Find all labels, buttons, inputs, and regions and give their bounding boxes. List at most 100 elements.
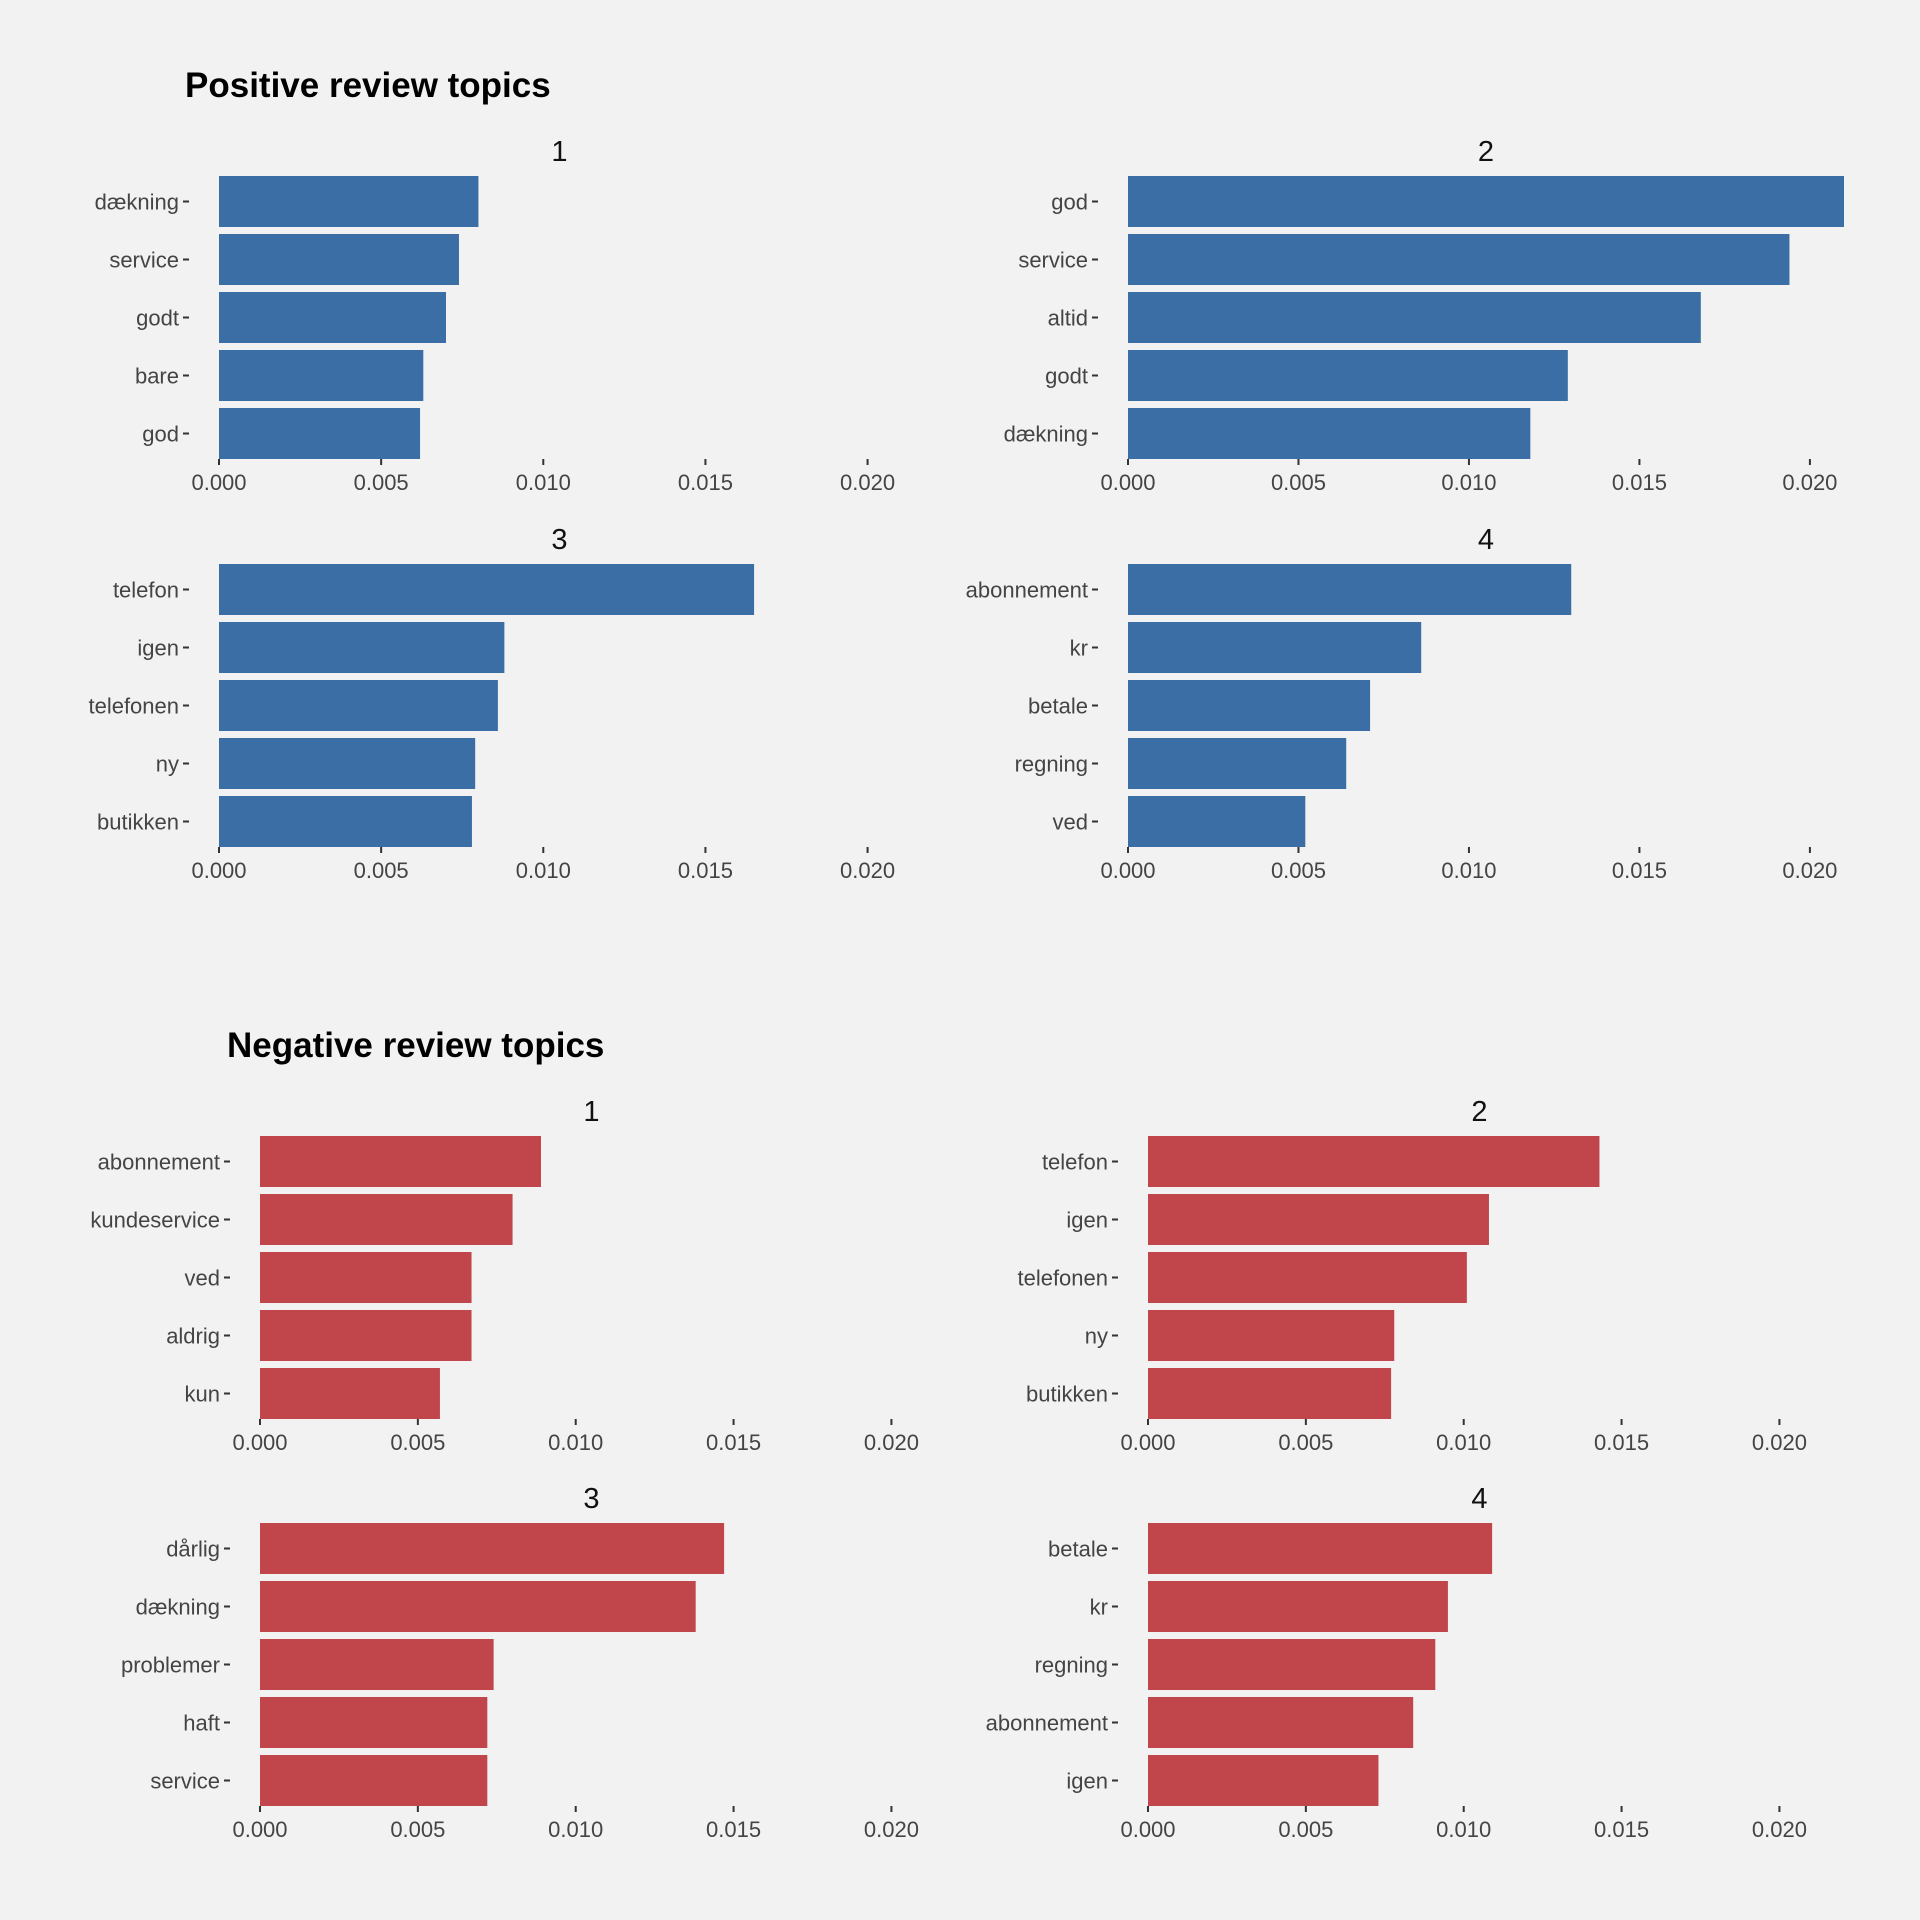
category-label: telefon bbox=[1042, 1150, 1108, 1175]
bar-dårlig bbox=[260, 1523, 725, 1574]
category-label: god bbox=[1051, 190, 1088, 215]
bar-haft bbox=[260, 1697, 488, 1748]
x-tick-label: 0.020 bbox=[1752, 1817, 1807, 1842]
x-tick-label: 0.010 bbox=[1436, 1817, 1491, 1842]
category-label: regning bbox=[1015, 752, 1088, 777]
category-label: haft bbox=[183, 1711, 220, 1736]
panel-negative-3: 3 dårlig dækning problemer haft service 0.000 0… bbox=[121, 1483, 919, 1842]
x-tick-label: 0.020 bbox=[1782, 858, 1837, 883]
x-tick-label: 0.015 bbox=[1594, 1430, 1649, 1455]
panel-negative-2: 2 telefon igen telefonen ny butikken 0.000 0.00… bbox=[1017, 1096, 1807, 1455]
bar-altid bbox=[1128, 292, 1701, 343]
bar-betale bbox=[1148, 1523, 1493, 1574]
bar-abonnement bbox=[1148, 1697, 1414, 1748]
bar-regning bbox=[1148, 1639, 1436, 1690]
x-tick-label: 0.020 bbox=[1782, 470, 1837, 495]
category-label: abonnement bbox=[986, 1711, 1108, 1736]
bar-ved bbox=[260, 1252, 472, 1303]
bar-dækning bbox=[219, 176, 479, 227]
x-tick-label: 0.020 bbox=[840, 470, 895, 495]
bar-dækning bbox=[1128, 408, 1531, 459]
x-tick-label: 0.005 bbox=[354, 470, 409, 495]
category-label: dækning bbox=[1004, 422, 1088, 447]
x-tick-label: 0.015 bbox=[706, 1817, 761, 1842]
category-label: kr bbox=[1090, 1595, 1108, 1620]
bar-godt bbox=[1128, 350, 1568, 401]
category-label: regning bbox=[1035, 1653, 1108, 1678]
bar-dækning bbox=[260, 1581, 696, 1632]
bar-aldrig bbox=[260, 1310, 472, 1361]
category-label: kun bbox=[185, 1382, 220, 1407]
bar-betale bbox=[1128, 680, 1371, 731]
panel-title: 1 bbox=[583, 1096, 599, 1128]
bar-igen bbox=[219, 622, 505, 673]
category-label: godt bbox=[136, 306, 179, 331]
category-label: ved bbox=[1053, 810, 1088, 835]
bar-bare bbox=[219, 350, 424, 401]
category-label: dårlig bbox=[166, 1537, 220, 1562]
x-tick-label: 0.020 bbox=[1752, 1430, 1807, 1455]
positive-group-title: Positive review topics bbox=[185, 66, 551, 105]
bar-kr bbox=[1128, 622, 1422, 673]
category-label: betale bbox=[1048, 1537, 1108, 1562]
bar-telefonen bbox=[1148, 1252, 1467, 1303]
bar-kr bbox=[1148, 1581, 1448, 1632]
bar-god bbox=[219, 408, 421, 459]
bar-telefonen bbox=[219, 680, 498, 731]
category-label: igen bbox=[1066, 1769, 1108, 1794]
category-label: butikken bbox=[97, 810, 179, 835]
x-tick-label: 0.000 bbox=[1120, 1817, 1175, 1842]
category-label: service bbox=[109, 248, 179, 273]
x-tick-label: 0.000 bbox=[1100, 858, 1155, 883]
panel-positive-4: 4 abonnement kr betale regning ved 0.000 0.005 0… bbox=[966, 524, 1838, 883]
x-tick-label: 0.015 bbox=[1612, 858, 1667, 883]
bar-godt bbox=[219, 292, 446, 343]
bar-abonnement bbox=[260, 1136, 541, 1187]
x-tick-label: 0.015 bbox=[1612, 470, 1667, 495]
x-tick-label: 0.020 bbox=[864, 1430, 919, 1455]
x-tick-label: 0.000 bbox=[1100, 470, 1155, 495]
bar-telefon bbox=[1148, 1136, 1600, 1187]
panel-title: 3 bbox=[551, 524, 567, 556]
bar-kundeservice bbox=[260, 1194, 513, 1245]
bar-igen bbox=[1148, 1194, 1489, 1245]
category-label: butikken bbox=[1026, 1382, 1108, 1407]
x-tick-label: 0.005 bbox=[390, 1430, 445, 1455]
bar-abonnement bbox=[1128, 564, 1572, 615]
x-tick-label: 0.005 bbox=[1271, 470, 1326, 495]
bar-igen bbox=[1148, 1755, 1379, 1806]
category-label: kundeservice bbox=[90, 1208, 220, 1233]
x-tick-label: 0.010 bbox=[1441, 470, 1496, 495]
negative-group-title: Negative review topics bbox=[227, 1026, 605, 1065]
bar-regning bbox=[1128, 738, 1347, 789]
category-label: igen bbox=[1066, 1208, 1108, 1233]
x-tick-label: 0.010 bbox=[1436, 1430, 1491, 1455]
x-tick-label: 0.000 bbox=[191, 858, 246, 883]
x-tick-label: 0.015 bbox=[1594, 1817, 1649, 1842]
x-tick-label: 0.000 bbox=[232, 1430, 287, 1455]
panel-positive-1: 1 dækning service godt bare god 0.000 0.005 0.01… bbox=[95, 136, 895, 495]
bar-ved bbox=[1128, 796, 1306, 847]
x-tick-label: 0.000 bbox=[1120, 1430, 1175, 1455]
category-label: service bbox=[1018, 248, 1088, 273]
category-label: god bbox=[142, 422, 179, 447]
x-tick-label: 0.000 bbox=[191, 470, 246, 495]
x-tick-label: 0.010 bbox=[548, 1430, 603, 1455]
panel-positive-3: 3 telefon igen telefonen ny butikken 0.000 0.00… bbox=[88, 524, 895, 883]
x-tick-label: 0.010 bbox=[516, 470, 571, 495]
category-label: telefonen bbox=[1017, 1266, 1108, 1291]
panel-title: 2 bbox=[1471, 1096, 1487, 1128]
panel-title: 4 bbox=[1471, 1483, 1487, 1515]
bar-god bbox=[1128, 176, 1844, 227]
x-tick-label: 0.005 bbox=[1271, 858, 1326, 883]
x-tick-label: 0.015 bbox=[706, 1430, 761, 1455]
x-tick-label: 0.005 bbox=[1278, 1817, 1333, 1842]
category-label: aldrig bbox=[166, 1324, 220, 1349]
bar-service bbox=[260, 1755, 488, 1806]
x-tick-label: 0.015 bbox=[678, 470, 733, 495]
x-tick-label: 0.005 bbox=[354, 858, 409, 883]
category-label: ny bbox=[156, 752, 179, 777]
category-label: service bbox=[150, 1769, 220, 1794]
x-tick-label: 0.020 bbox=[840, 858, 895, 883]
